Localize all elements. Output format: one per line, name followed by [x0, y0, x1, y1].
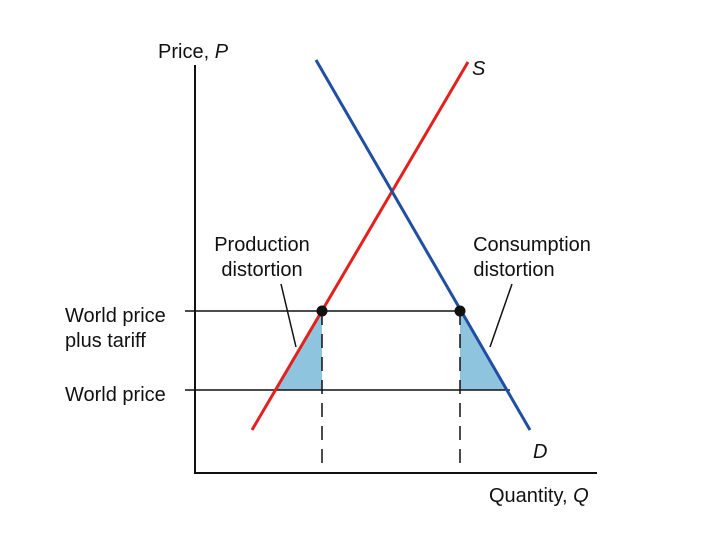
label-symbol: P	[215, 41, 229, 63]
label-symbol: Q	[573, 485, 589, 507]
label-text: Price,	[158, 41, 209, 63]
point	[316, 305, 328, 317]
annotation: Production	[214, 234, 310, 256]
annotation: distortion	[221, 259, 302, 281]
demand-label: D	[533, 441, 547, 463]
price-label: World price	[65, 384, 166, 406]
annotation: distortion	[473, 259, 554, 281]
pointer	[280, 283, 297, 348]
x-axis-label: Quantity, Q	[489, 485, 589, 507]
label-text: Quantity,	[489, 485, 568, 507]
supply-label: S	[472, 58, 486, 80]
price-label: plus tariff	[65, 330, 146, 352]
axes	[194, 65, 597, 474]
point	[454, 305, 466, 317]
supply-curve	[250, 61, 470, 431]
pointer	[489, 283, 513, 348]
demand-curve	[314, 59, 532, 431]
annotation: Consumption	[473, 234, 591, 256]
y-axis-label: Price, P	[158, 41, 229, 63]
price-label: World price	[65, 305, 166, 327]
